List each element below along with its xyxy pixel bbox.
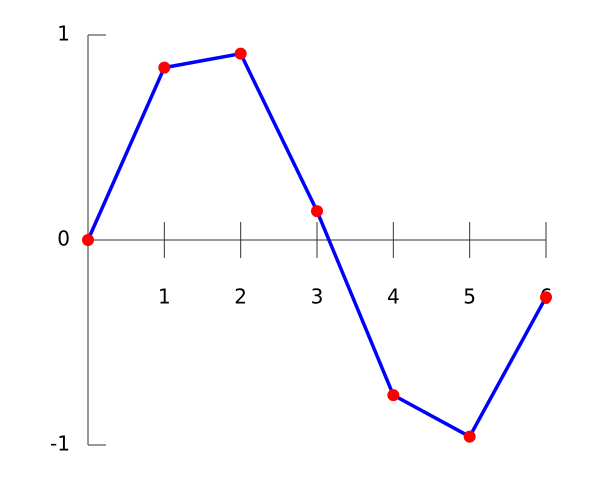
y-tick-label: -1 xyxy=(50,432,70,456)
y-tick-label: 1 xyxy=(57,22,70,46)
x-tick-label: 1 xyxy=(158,285,171,309)
data-point xyxy=(158,61,171,74)
data-point xyxy=(540,291,552,304)
x-tick-label: 5 xyxy=(463,285,476,309)
x-tick-label: 3 xyxy=(311,285,324,309)
data-point xyxy=(387,389,400,402)
data-point xyxy=(463,430,476,443)
x-tick-label: 4 xyxy=(387,285,400,309)
x-tick-label: 2 xyxy=(234,285,247,309)
data-point xyxy=(82,234,94,246)
y-tick-label: 0 xyxy=(57,227,70,251)
data-point xyxy=(311,205,323,218)
data-point xyxy=(234,47,247,60)
